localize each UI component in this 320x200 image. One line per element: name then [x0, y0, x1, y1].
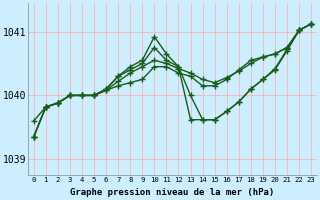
X-axis label: Graphe pression niveau de la mer (hPa): Graphe pression niveau de la mer (hPa): [70, 188, 275, 197]
